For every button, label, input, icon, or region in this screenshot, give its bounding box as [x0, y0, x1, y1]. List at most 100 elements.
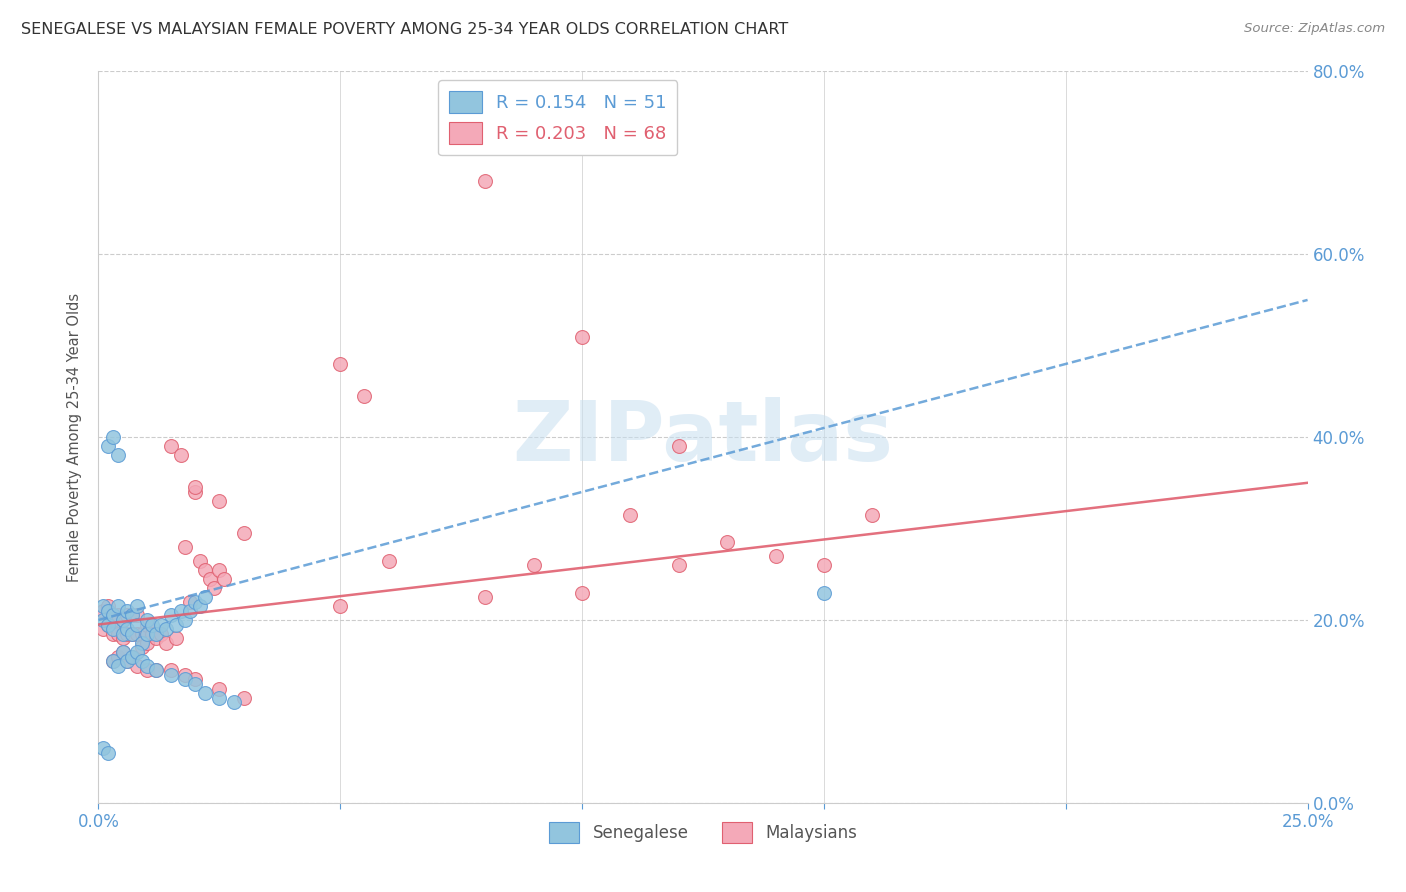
Point [668, 558, 690, 573]
Point [232, 690, 254, 705]
Point [184, 485, 207, 500]
Point [179, 594, 201, 608]
Point [127, 645, 149, 659]
Point [117, 626, 139, 640]
Point [101, 608, 124, 623]
Point [474, 174, 496, 188]
Point [101, 654, 124, 668]
Point [97, 617, 120, 632]
Point [765, 549, 787, 563]
Point [111, 613, 134, 627]
Point [111, 613, 134, 627]
Point [135, 663, 157, 677]
Point [160, 608, 183, 623]
Point [107, 448, 129, 462]
Point [101, 622, 124, 636]
Point [353, 389, 375, 403]
Point [121, 608, 143, 623]
Point [121, 649, 143, 664]
Point [222, 695, 245, 709]
Point [117, 604, 139, 618]
Point [121, 626, 143, 640]
Text: ZIPatlas: ZIPatlas [513, 397, 893, 477]
Point [188, 553, 211, 567]
Point [117, 654, 139, 668]
Point [107, 599, 129, 614]
Point [165, 617, 187, 632]
Point [208, 494, 231, 508]
Point [860, 508, 883, 522]
Point [150, 617, 173, 632]
Point [127, 599, 149, 614]
Point [145, 632, 167, 646]
Point [523, 558, 546, 573]
Point [135, 626, 157, 640]
Point [97, 604, 120, 618]
Point [117, 654, 139, 668]
Point [174, 667, 197, 681]
Point [131, 626, 153, 640]
Point [571, 585, 593, 599]
Point [716, 535, 738, 549]
Point [145, 663, 167, 677]
Point [184, 673, 207, 687]
Point [101, 430, 124, 444]
Point [97, 617, 120, 632]
Point [169, 448, 191, 462]
Point [208, 681, 231, 696]
Point [91, 622, 114, 636]
Point [101, 613, 124, 627]
Point [97, 439, 120, 453]
Y-axis label: Female Poverty Among 25-34 Year Olds: Female Poverty Among 25-34 Year Olds [67, 293, 83, 582]
Point [107, 649, 129, 664]
Point [174, 673, 197, 687]
Point [329, 599, 352, 614]
Point [155, 622, 177, 636]
Point [813, 558, 835, 573]
Point [194, 590, 217, 604]
Text: Source: ZipAtlas.com: Source: ZipAtlas.com [1244, 22, 1385, 36]
Point [208, 563, 231, 577]
Point [91, 740, 114, 755]
Point [165, 632, 187, 646]
Point [101, 654, 124, 668]
Point [198, 572, 221, 586]
Point [194, 563, 217, 577]
Point [135, 613, 157, 627]
Point [179, 604, 201, 618]
Point [377, 553, 399, 567]
Point [127, 617, 149, 632]
Point [184, 677, 207, 691]
Point [212, 572, 235, 586]
Point [111, 626, 134, 640]
Point [135, 617, 157, 632]
Point [174, 540, 197, 554]
Point [107, 626, 129, 640]
Legend: Senegalese, Malaysians: Senegalese, Malaysians [543, 815, 863, 849]
Point [107, 658, 129, 673]
Text: SENEGALESE VS MALAYSIAN FEMALE POVERTY AMONG 25-34 YEAR OLDS CORRELATION CHART: SENEGALESE VS MALAYSIAN FEMALE POVERTY A… [21, 22, 789, 37]
Point [121, 649, 143, 664]
Point [208, 690, 231, 705]
Point [145, 663, 167, 677]
Point [97, 599, 120, 614]
Point [141, 626, 163, 640]
Point [150, 626, 173, 640]
Point [131, 640, 153, 655]
Point [91, 613, 114, 627]
Point [131, 654, 153, 668]
Point [188, 599, 211, 614]
Point [194, 686, 217, 700]
Point [97, 746, 120, 760]
Point [127, 658, 149, 673]
Point [160, 667, 183, 681]
Point [111, 645, 134, 659]
Point [141, 617, 163, 632]
Point [111, 645, 134, 659]
Point [91, 599, 114, 614]
Point [232, 526, 254, 541]
Point [184, 594, 207, 608]
Point [571, 329, 593, 343]
Point [117, 622, 139, 636]
Point [145, 626, 167, 640]
